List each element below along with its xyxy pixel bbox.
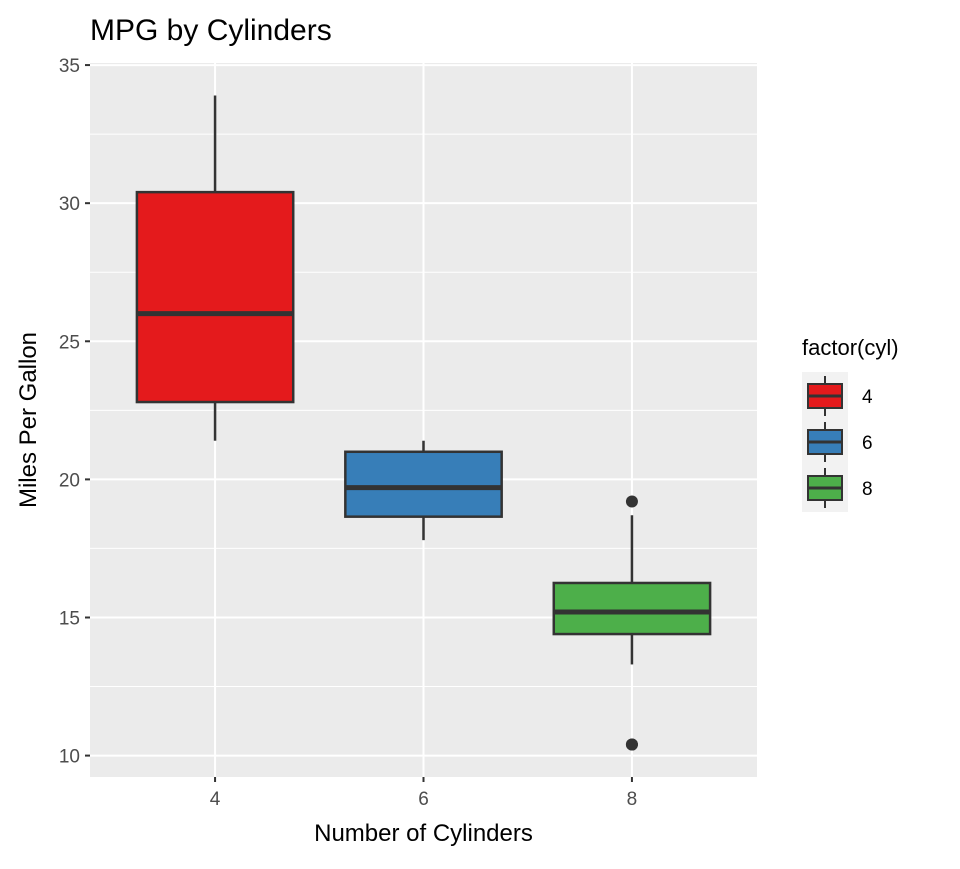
legend-entry-4: 4 xyxy=(807,376,873,416)
y-tick-label: 20 xyxy=(59,470,80,491)
box-body xyxy=(135,190,295,404)
boxes xyxy=(135,95,712,751)
x-tick-label: 8 xyxy=(627,789,638,810)
x-tick-label: 4 xyxy=(210,789,221,810)
legend-label: 6 xyxy=(862,433,873,454)
outlier-point xyxy=(625,495,638,508)
box-body xyxy=(552,581,712,636)
legend-entry-6: 6 xyxy=(807,422,873,462)
box-body xyxy=(344,450,503,518)
legend-entry-8: 8 xyxy=(807,468,873,508)
x-axis: 4 6 8 xyxy=(210,777,637,810)
legend-title: factor(cyl) xyxy=(802,335,899,360)
y-tick-label: 35 xyxy=(59,56,80,77)
y-tick-label: 10 xyxy=(59,747,80,768)
y-tick-label: 25 xyxy=(59,332,80,353)
y-axis: 10 15 20 25 30 35 xyxy=(59,56,90,768)
box-4 xyxy=(135,95,295,441)
chart-title: MPG by Cylinders xyxy=(90,14,332,47)
legend-label: 8 xyxy=(862,479,873,500)
y-tick-label: 15 xyxy=(59,608,80,629)
outlier-point xyxy=(625,738,638,751)
x-tick-label: 6 xyxy=(418,789,429,810)
legend: factor(cyl) 4 6 8 xyxy=(802,335,899,512)
box-6 xyxy=(344,440,503,541)
box-8 xyxy=(552,495,712,751)
y-tick-label: 30 xyxy=(59,194,80,215)
y-axis-label: Miles Per Gallon xyxy=(15,332,42,508)
x-axis-label: Number of Cylinders xyxy=(314,820,533,847)
legend-label: 4 xyxy=(862,387,873,408)
